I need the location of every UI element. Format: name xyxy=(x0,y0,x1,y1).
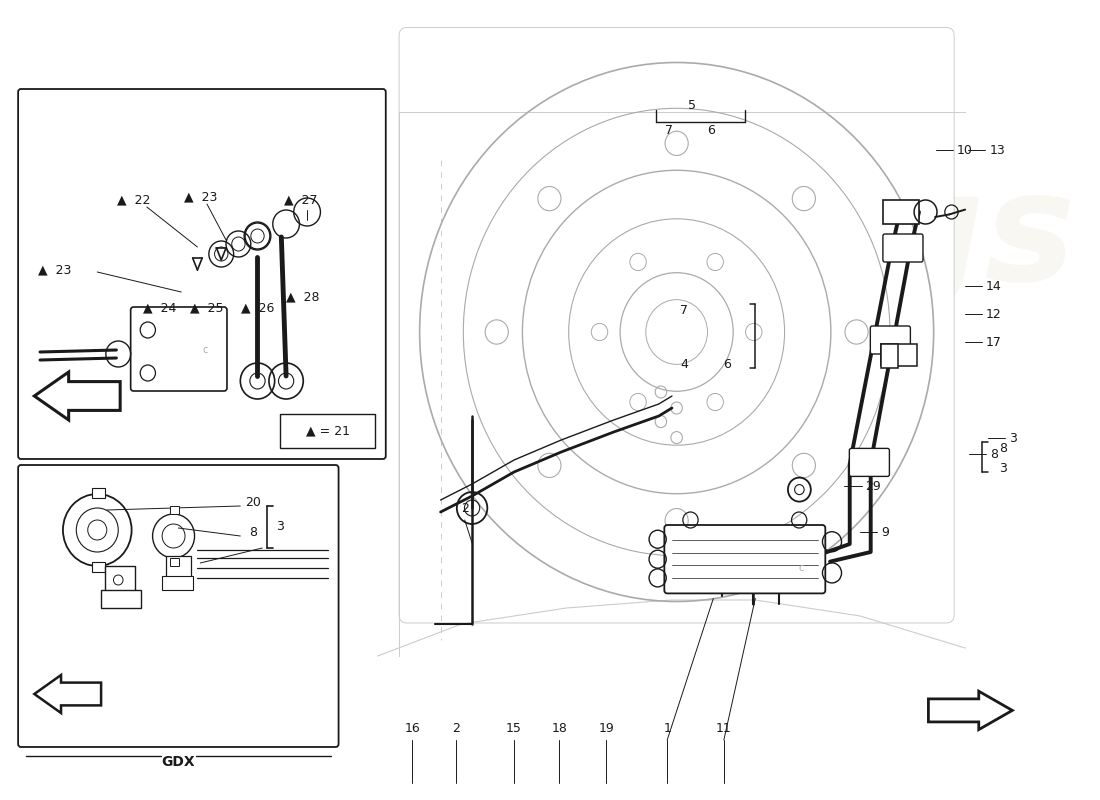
Text: 18: 18 xyxy=(551,722,568,734)
Bar xyxy=(91,488,104,498)
Text: c: c xyxy=(799,563,804,574)
Bar xyxy=(166,556,190,578)
Text: 15: 15 xyxy=(506,722,522,734)
Text: 3: 3 xyxy=(276,521,284,534)
Text: ▲  23: ▲ 23 xyxy=(184,190,217,203)
FancyBboxPatch shape xyxy=(18,89,386,459)
Text: 3: 3 xyxy=(1009,432,1018,445)
Text: ▲  25: ▲ 25 xyxy=(190,302,223,314)
Text: 20: 20 xyxy=(245,497,261,510)
Text: ▲  23: ▲ 23 xyxy=(37,263,72,277)
FancyBboxPatch shape xyxy=(883,234,923,262)
Text: 13: 13 xyxy=(989,144,1005,157)
Text: 7: 7 xyxy=(680,304,688,317)
Text: 10: 10 xyxy=(957,144,972,157)
FancyBboxPatch shape xyxy=(131,307,227,391)
Text: 8: 8 xyxy=(249,526,256,539)
Text: 16: 16 xyxy=(405,722,420,734)
Text: c: c xyxy=(202,345,208,355)
Text: 2gs: 2gs xyxy=(770,166,1077,314)
Bar xyxy=(104,566,135,594)
Text: 3: 3 xyxy=(999,462,1007,475)
Text: a fraction for parts sins 1985: a fraction for parts sins 1985 xyxy=(499,487,760,505)
Bar xyxy=(169,558,179,566)
FancyBboxPatch shape xyxy=(849,448,890,476)
FancyBboxPatch shape xyxy=(18,465,339,747)
Bar xyxy=(881,344,917,366)
Bar xyxy=(101,590,141,608)
Polygon shape xyxy=(34,675,101,713)
Text: 8: 8 xyxy=(999,442,1008,455)
Text: ▲  28: ▲ 28 xyxy=(286,290,319,303)
Text: ▲  27: ▲ 27 xyxy=(284,194,317,206)
Polygon shape xyxy=(881,344,898,368)
FancyBboxPatch shape xyxy=(279,414,375,448)
Text: ▲ = 21: ▲ = 21 xyxy=(306,425,350,438)
Text: 8: 8 xyxy=(990,448,999,461)
Text: 1: 1 xyxy=(663,722,671,734)
FancyBboxPatch shape xyxy=(870,326,911,354)
Text: 4: 4 xyxy=(680,358,688,370)
Text: 12: 12 xyxy=(986,308,1002,321)
Text: ▲  26: ▲ 26 xyxy=(241,302,274,314)
FancyBboxPatch shape xyxy=(664,525,825,594)
Text: 2: 2 xyxy=(452,722,460,734)
Text: 6: 6 xyxy=(707,124,715,137)
Text: 9: 9 xyxy=(881,526,889,538)
Text: ▲  22: ▲ 22 xyxy=(117,194,151,206)
Text: 7: 7 xyxy=(666,124,673,137)
Bar xyxy=(91,562,104,572)
Text: 17: 17 xyxy=(986,336,1002,349)
Text: 29: 29 xyxy=(866,480,881,493)
Bar xyxy=(169,506,179,514)
Bar xyxy=(162,576,192,590)
Polygon shape xyxy=(928,691,1012,730)
Polygon shape xyxy=(34,372,120,420)
Text: 2: 2 xyxy=(461,502,469,514)
Text: GDX: GDX xyxy=(162,755,195,769)
Text: 6: 6 xyxy=(723,358,730,370)
Text: ▲  24: ▲ 24 xyxy=(143,302,176,314)
Text: 11: 11 xyxy=(716,722,732,734)
Bar xyxy=(882,200,918,224)
Text: 19: 19 xyxy=(598,722,614,734)
FancyBboxPatch shape xyxy=(399,27,954,623)
Text: 5: 5 xyxy=(689,99,696,112)
Text: 14: 14 xyxy=(986,280,1002,293)
